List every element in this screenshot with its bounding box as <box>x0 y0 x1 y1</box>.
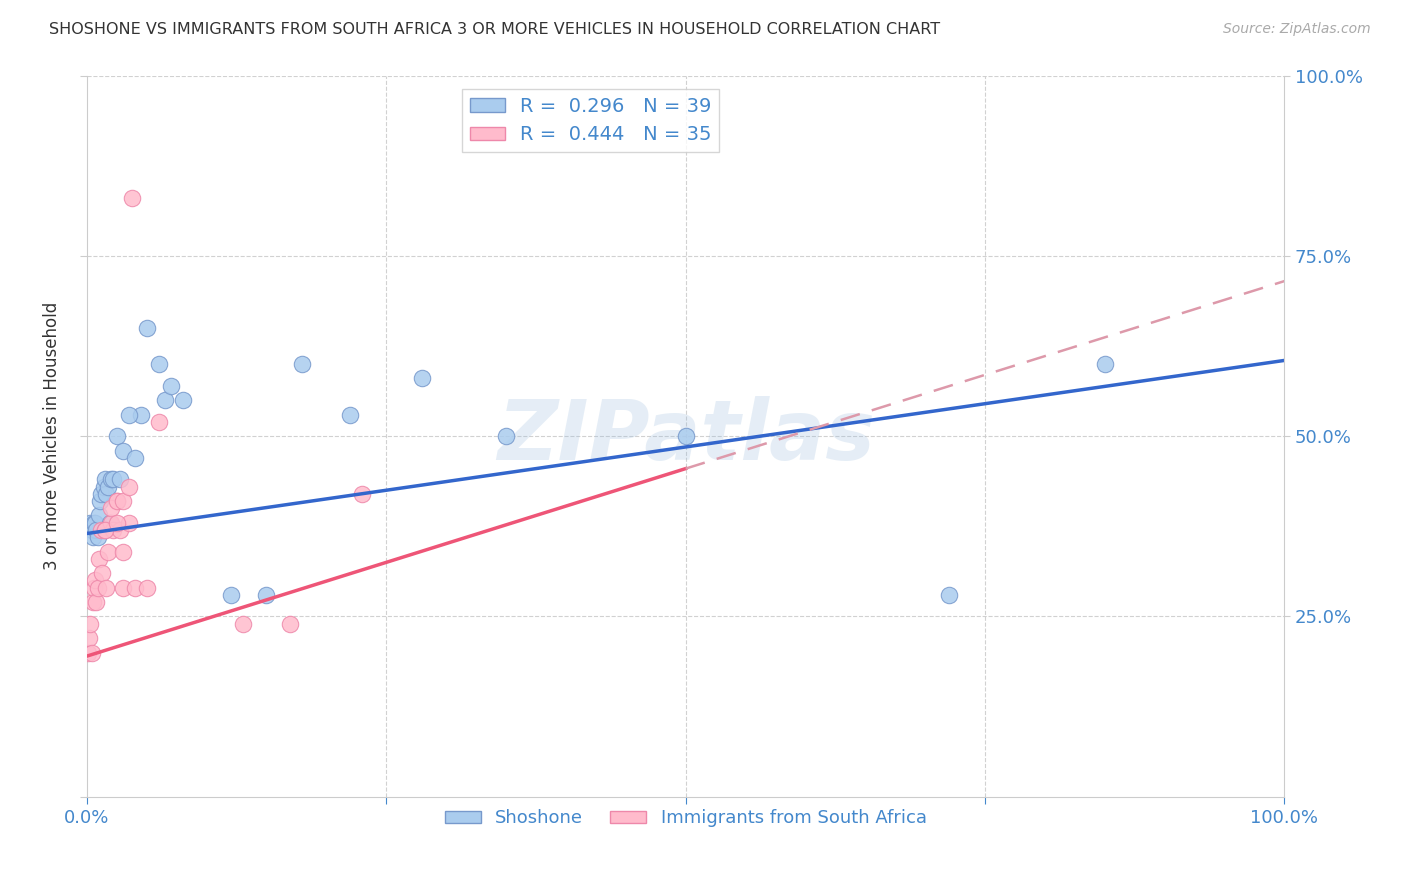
Point <box>82 595 104 609</box>
Point <box>87 508 110 523</box>
Point <box>105 494 128 508</box>
Point <box>84 516 107 530</box>
Point <box>94 581 117 595</box>
Point <box>86 595 108 609</box>
Point <box>77 519 100 533</box>
Point <box>339 408 361 422</box>
Legend: Shoshone, Immigrants from South Africa: Shoshone, Immigrants from South Africa <box>437 802 934 835</box>
Point <box>411 371 433 385</box>
Text: Source: ZipAtlas.com: Source: ZipAtlas.com <box>1223 22 1371 37</box>
Point <box>79 516 101 530</box>
Point <box>77 646 100 660</box>
Point <box>148 415 170 429</box>
Point <box>148 357 170 371</box>
Point <box>83 581 105 595</box>
Point <box>101 523 124 537</box>
Point <box>79 616 101 631</box>
Point <box>172 393 194 408</box>
Text: ZIPatlas: ZIPatlas <box>496 396 875 476</box>
Point <box>111 494 134 508</box>
Point <box>159 378 181 392</box>
Point <box>110 472 132 486</box>
Point <box>105 429 128 443</box>
Point <box>495 429 517 443</box>
Point <box>80 646 103 660</box>
Point <box>105 494 128 508</box>
Point <box>938 588 960 602</box>
Point <box>231 616 253 631</box>
Point <box>86 530 108 544</box>
Point <box>1094 357 1116 371</box>
Point <box>86 523 108 537</box>
Point <box>91 566 114 581</box>
Point <box>90 487 112 501</box>
Point <box>83 516 105 530</box>
Point <box>675 429 697 443</box>
Point <box>219 588 242 602</box>
Point <box>77 519 100 533</box>
Point <box>77 631 100 645</box>
Point <box>110 523 132 537</box>
Text: SHOSHONE VS IMMIGRANTS FROM SOUTH AFRICA 3 OR MORE VEHICLES IN HOUSEHOLD CORRELA: SHOSHONE VS IMMIGRANTS FROM SOUTH AFRICA… <box>49 22 941 37</box>
Point <box>135 581 157 595</box>
Point <box>291 357 314 371</box>
Point <box>111 581 134 595</box>
Point <box>129 408 152 422</box>
Point <box>98 516 121 530</box>
Point <box>118 480 141 494</box>
Point <box>352 487 374 501</box>
Point <box>101 472 124 486</box>
Point <box>90 523 112 537</box>
Point <box>105 516 128 530</box>
Point <box>94 487 117 501</box>
Point <box>100 501 122 516</box>
Point <box>124 450 146 465</box>
Point <box>121 191 143 205</box>
Point <box>153 393 176 408</box>
Point <box>87 551 110 566</box>
Point <box>86 581 108 595</box>
Point <box>94 523 117 537</box>
Y-axis label: 3 or more Vehicles in Household: 3 or more Vehicles in Household <box>44 302 60 570</box>
Point <box>94 472 117 486</box>
Point <box>100 472 122 486</box>
Point <box>97 480 120 494</box>
Point <box>135 321 157 335</box>
Point <box>94 523 117 537</box>
Point <box>80 523 103 537</box>
Point <box>118 408 141 422</box>
Point <box>97 544 120 558</box>
Point <box>100 516 122 530</box>
Point <box>111 443 134 458</box>
Point <box>118 516 141 530</box>
Point <box>89 494 111 508</box>
Point <box>280 616 302 631</box>
Point <box>256 588 278 602</box>
Point <box>84 574 107 588</box>
Point <box>124 581 146 595</box>
Point <box>82 530 104 544</box>
Point <box>111 544 134 558</box>
Point <box>93 480 115 494</box>
